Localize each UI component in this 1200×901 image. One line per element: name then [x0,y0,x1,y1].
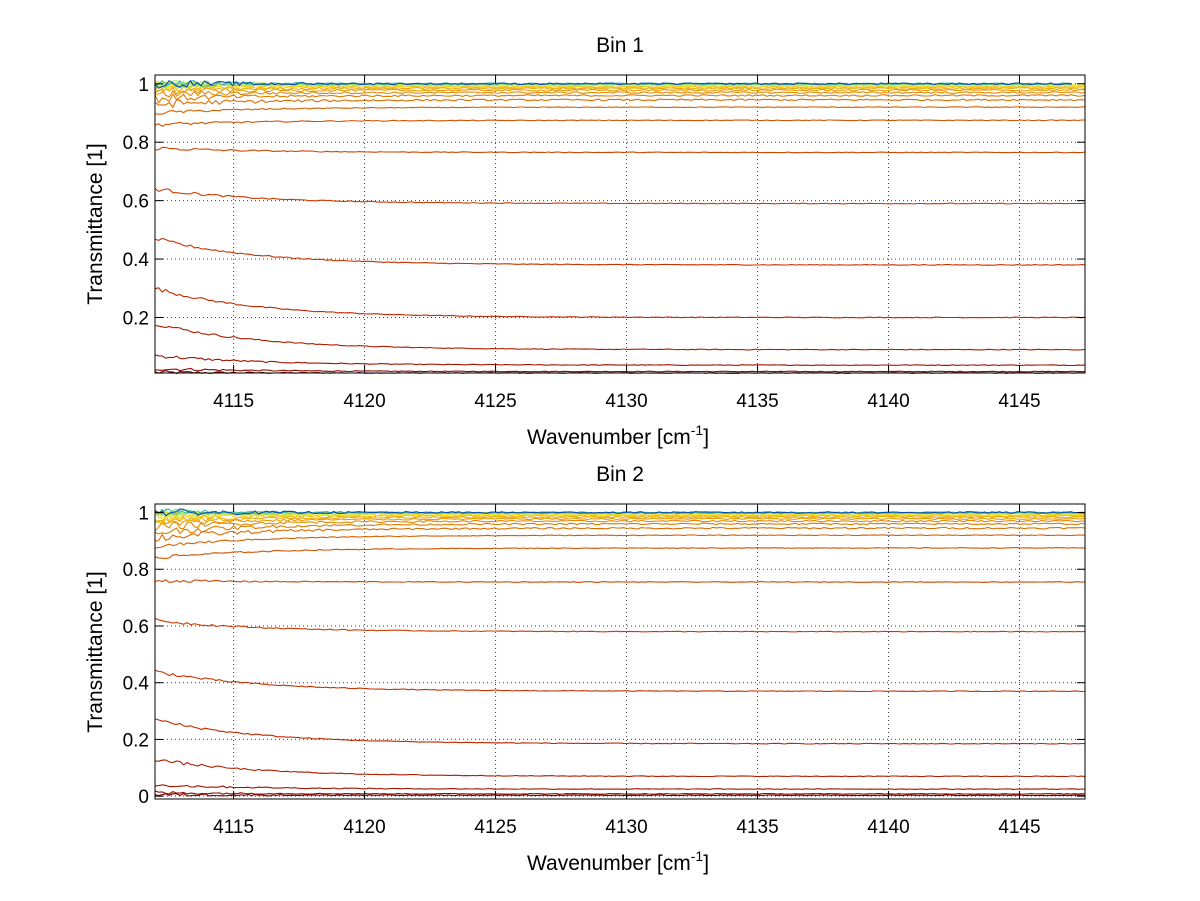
series-line [154,526,1086,542]
series-line [154,79,1073,89]
x-axis-label: Wavenumber [cm-1] [527,848,709,875]
series-line [154,515,1086,526]
tick-marks [155,504,1085,799]
series-line [154,617,1086,633]
series-line [154,324,1086,351]
series-line [154,784,1086,790]
y-tick-label: 0.4 [123,674,150,695]
series-line [154,547,1086,560]
series-line [154,89,1086,98]
series-line [154,119,1086,127]
series-line [154,579,1086,583]
x-tick-label: 4140 [867,817,909,838]
series-line [154,367,1086,373]
series-line [154,534,1085,549]
series-line [154,83,1086,92]
series-line [154,508,1086,517]
x-tick-label: 4135 [736,817,778,838]
series-line [154,86,1086,96]
series-lines [154,508,1086,797]
plot-bin-2: Bin 2 4115 4120 4125 4130 4135 4140 4145 00.20… [84,463,1086,875]
y-tick-label: 0.4 [123,250,150,271]
y-tick-label: 0.2 [123,308,149,329]
series-line [154,237,1086,266]
axes-frame [154,503,1086,800]
x-tick-label: 4145 [998,391,1040,412]
series-line [154,522,1086,535]
y-tick-label: 1 [138,504,149,525]
y-tick-label: 0.2 [123,730,149,751]
x-tick-label: 4115 [213,817,254,838]
series-line [154,517,1086,526]
series-line [154,98,1086,109]
x-tick-labels: 4115 4120 4125 4130 4135 4140 4145 [213,391,1040,412]
y-tick-label: 1 [138,75,149,96]
x-tick-label: 4130 [605,391,647,412]
x-tick-label: 4140 [867,391,909,412]
series-line [154,792,1086,797]
x-tick-label: 4115 [213,391,254,412]
series-line [154,287,1086,319]
x-tick-labels: 4115 4120 4125 4130 4135 4140 4145 [213,817,1040,838]
gridlines [155,75,1085,373]
y-tick-label: 0.8 [123,133,149,154]
chart-title: Bin 1 [596,34,644,57]
y-tick-label: 0.6 [123,617,149,638]
series-line [154,188,1086,205]
y-tick-label: 0 [138,787,149,808]
series-line [155,759,1086,778]
x-tick-label: 4135 [736,391,778,412]
series-line [154,146,1086,154]
chart-title: Bin 2 [596,463,644,486]
series-line [154,80,1086,91]
series-line [154,93,1086,104]
y-tick-labels: 0 0.2 0.4 0.6 0.8 1 [123,504,150,809]
plot-bin-1: Bin 1 4115 4120 4125 4130 4135 4140 4145 0.20.… [84,34,1086,449]
series-line [154,354,1086,367]
x-tick-label: 4145 [998,817,1040,838]
x-tick-label: 4125 [474,817,516,838]
series-line [154,106,1086,115]
x-tick-label: 4120 [343,817,385,838]
series-line [154,790,1086,795]
y-tick-label: 0.8 [123,560,149,581]
series-line [154,669,1085,693]
series-lines [154,79,1086,375]
y-tick-label: 0.6 [123,192,149,213]
tick-marks [155,75,1085,373]
x-axis-label: Wavenumber [cm-1] [527,422,709,449]
x-tick-label: 4125 [474,391,516,412]
y-axis-label: Transmittance [1] [84,571,107,732]
axes-frame [154,74,1086,374]
y-axis-label: Transmittance [1] [84,143,107,304]
y-tick-labels: 0.2 0.4 0.6 0.8 1 [123,75,150,330]
x-tick-label: 4130 [605,817,647,838]
x-tick-label: 4120 [343,391,385,412]
series-line [154,519,1086,532]
series-line [154,718,1086,745]
